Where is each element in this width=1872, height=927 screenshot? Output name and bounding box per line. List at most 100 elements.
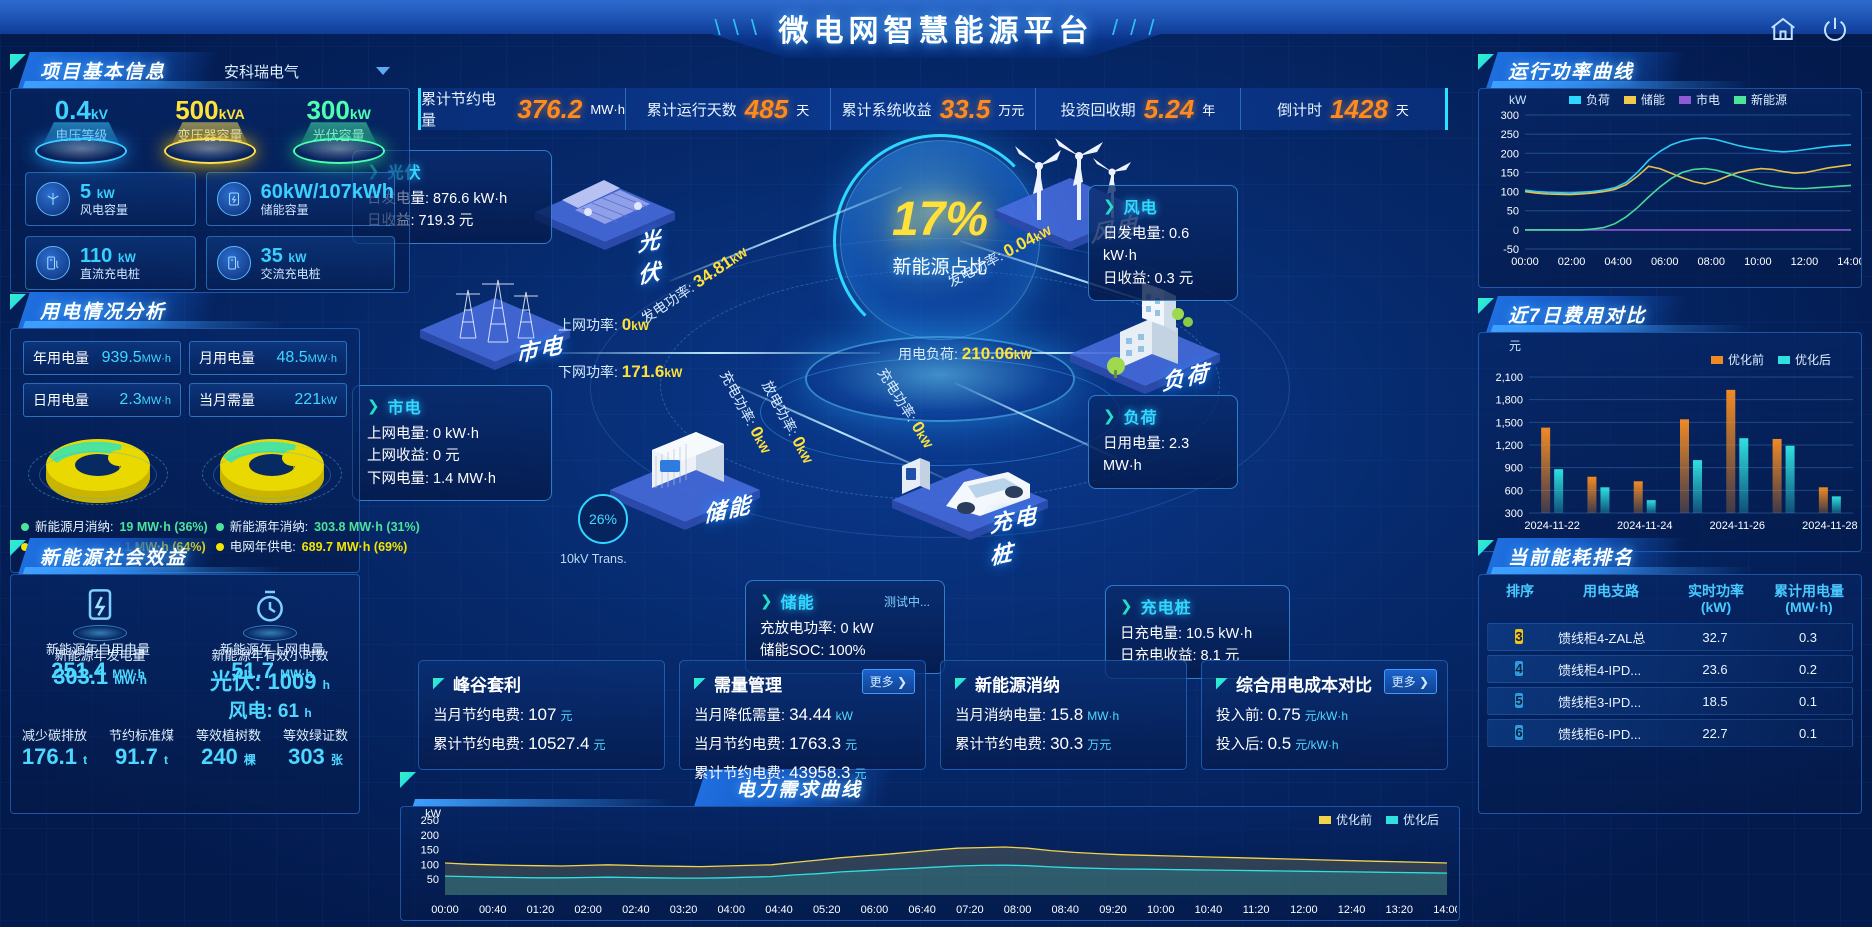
panel-ribbon [412, 799, 676, 806]
card-header: ❯ 风电 [1103, 194, 1223, 218]
legend-item[interactable]: 负荷 [1569, 91, 1610, 108]
y-axis-unit: kW [1509, 93, 1527, 107]
table-row[interactable]: 4 馈线柜4-IPD... 23.6 0.2 [1487, 655, 1853, 684]
usage-value: 221kW [294, 391, 337, 408]
more-button[interactable]: 更多 ❯ [1383, 669, 1437, 694]
rank-energy-cell: 0.3 [1798, 629, 1818, 645]
arrow-icon: ❯ [367, 398, 380, 415]
svg-text:12:00: 12:00 [1791, 256, 1819, 268]
kpi-unit: 天 [796, 102, 810, 118]
card-title: 风电 [1123, 200, 1158, 217]
social-bottom-item: 等效植树数 240 棵 [185, 725, 272, 770]
rank-table-body: 3 馈线柜4-ZAL总 32.7 0.3 4 馈线柜4-IPD... 23.6 0.2 5 馈线柜… [1479, 623, 1861, 748]
transmission-tower-icon [420, 279, 570, 370]
legend-item[interactable]: 新能源 [1734, 91, 1787, 108]
svg-text:06:00: 06:00 [1651, 256, 1679, 268]
bottom-value: 240 棵 [201, 744, 256, 769]
panel-title: 用电情况分析 [40, 302, 167, 323]
flow-line-grid [550, 352, 880, 354]
title-slash-right: / / / [1111, 15, 1158, 40]
legend-label: 储能 [1641, 93, 1666, 107]
svg-text:14:00: 14:00 [1433, 904, 1457, 916]
capacity-box[interactable]: 35 kW 交流充电桩 [205, 236, 395, 291]
capacity-box[interactable]: 5 kW 风电容量 [25, 172, 196, 227]
battery-icon [216, 182, 251, 217]
flow-label-load-power: 用电负荷: 210.06kW [898, 344, 1032, 363]
legend-label: 市电 [1696, 93, 1721, 107]
home-icon[interactable] [1768, 14, 1798, 44]
capacity-sublabel: 直流充电桩 [80, 266, 141, 281]
info-card-wind[interactable]: ❯ 风电 日发电量: 0.6 kW·h 日收益: 0.3 元 [1088, 185, 1238, 302]
legend-item[interactable]: 市电 [1679, 91, 1720, 108]
power-icon[interactable] [1820, 14, 1850, 44]
capacity-text: 60kW/107kWh 储能容量 [261, 181, 394, 218]
card-line: 日收益: 0.3 元 [1103, 270, 1194, 287]
card-line: 日用电量: 2.3 MW·h [1103, 436, 1190, 475]
card-line: 日充电量: 10.5 kW·h [1120, 626, 1253, 642]
rank-column-header: 排序 [1506, 583, 1534, 599]
svg-text:300: 300 [1505, 508, 1523, 520]
mini-title: 需量管理 [714, 676, 782, 695]
panel-header: 运行功率曲线 [1478, 52, 1862, 88]
mini-title: 峰谷套利 [453, 676, 521, 695]
svg-text:2,100: 2,100 [1495, 372, 1523, 384]
kpi-label: 累计系统收益 [841, 101, 932, 119]
capacity-sublabel: 交流充电桩 [260, 266, 321, 281]
project-selector[interactable]: 安科瑞电气 [214, 58, 396, 84]
transformer-note: 10kV Trans. [560, 552, 627, 566]
table-row[interactable]: 6 馈线柜6-IPD... 22.7 0.1 [1487, 719, 1853, 748]
core-percent: 17% [891, 193, 989, 246]
node-storage[interactable]: 储能 [600, 410, 770, 540]
capacity-box[interactable]: 110 kW 直流充电桩 [25, 236, 196, 291]
mini-title: 新能源消纳 [975, 676, 1060, 695]
mini-card: 新能源消纳 当月消纳电量: 15.8 MW·h 累计节约电费: 30.3 万元 [940, 660, 1187, 770]
card-line: 上网收益: 0 元 [367, 448, 460, 465]
kpi-unit: 天 [1395, 102, 1409, 118]
overlay-label: 新能源年上网电量 [219, 642, 324, 657]
social-overlay-row: 新能源年自用电量 251.4 MW·h 新能源年上网电量 51.7 MW·h [11, 639, 359, 684]
node-pv[interactable]: 光伏 [530, 150, 680, 288]
donut-ring-inner [213, 451, 331, 499]
svg-text:04:00: 04:00 [718, 904, 746, 916]
info-card-load[interactable]: ❯ 负荷 日用电量: 2.3 MW·h [1088, 395, 1238, 489]
node-grid[interactable]: 市电 [410, 250, 580, 380]
social-item: 新能源年有效小时数 光伏: 1009 h 风电: 61 h [185, 585, 355, 722]
mini-value: 30.3 [1050, 734, 1084, 753]
legend-item[interactable]: 储能 [1624, 91, 1665, 108]
svg-text:03:20: 03:20 [670, 904, 698, 916]
capacity-highlight: 300kW光伏容量 [279, 96, 399, 165]
social-overlay-item: 新能源年自用电量 251.4 MW·h [11, 639, 185, 684]
arrow-icon: ❯ [760, 593, 773, 610]
donut-year [197, 425, 347, 513]
card-line: 储能SOC: 100% [760, 643, 866, 660]
svg-text:04:00: 04:00 [1604, 256, 1632, 268]
card-line: 下网电量: 1.4 MW·h [367, 470, 496, 487]
mini-line: 当月消纳电量: 15.8 MW·h [955, 705, 1120, 724]
table-row[interactable]: 3 馈线柜4-ZAL总 32.7 0.3 [1487, 623, 1853, 652]
node-charger[interactable]: 充电桩 [880, 420, 1060, 569]
energy-flow-diagram: 17% 新能源占比 光伏 市电 [352, 120, 1480, 679]
capacity-box[interactable]: 60kW/107kWh 储能容量 [205, 172, 395, 227]
more-button[interactable]: 更多 ❯ [861, 669, 915, 694]
mini-value: 15.8 [1050, 705, 1084, 724]
project-selector-value: 安科瑞电气 [224, 63, 300, 81]
svg-text:150: 150 [421, 845, 439, 857]
kpi-label: 累计节约电量 [421, 91, 497, 129]
legend-dot [215, 523, 224, 531]
legend-item: 优化前 [1710, 351, 1764, 368]
info-card-grid[interactable]: ❯ 市电 上网电量: 0 kW·h 上网收益: 0 元 下网电量: 1.4 MW… [352, 385, 552, 502]
icon-base [243, 625, 297, 641]
legend-label: 负荷 [1586, 93, 1611, 107]
capacity-number: 5 kW [80, 180, 115, 203]
corner-accent-icon [955, 677, 967, 690]
card-header: ❯ 负荷 [1103, 404, 1223, 428]
corner-accent-icon [1216, 677, 1228, 690]
panel-usage-analysis: 用电情况分析 年用电量 939.5MW·h 月用电量 48.5MW·h 日用电量 2.3M… [10, 292, 420, 573]
usage-value: 2.3MW·h [119, 391, 171, 408]
panel-body: kW 负荷 储能 市电 新能源 -50 0 50 100 150 200 250 300 00:00 0… [1478, 88, 1862, 288]
table-row[interactable]: 5 馈线柜3-IPD... 18.5 0.1 [1487, 687, 1853, 716]
demand-legend: 优化前 优化后 [1318, 811, 1439, 828]
overlay-value: 251.4 MW·h [51, 658, 145, 683]
svg-text:11:20: 11:20 [1243, 904, 1270, 916]
